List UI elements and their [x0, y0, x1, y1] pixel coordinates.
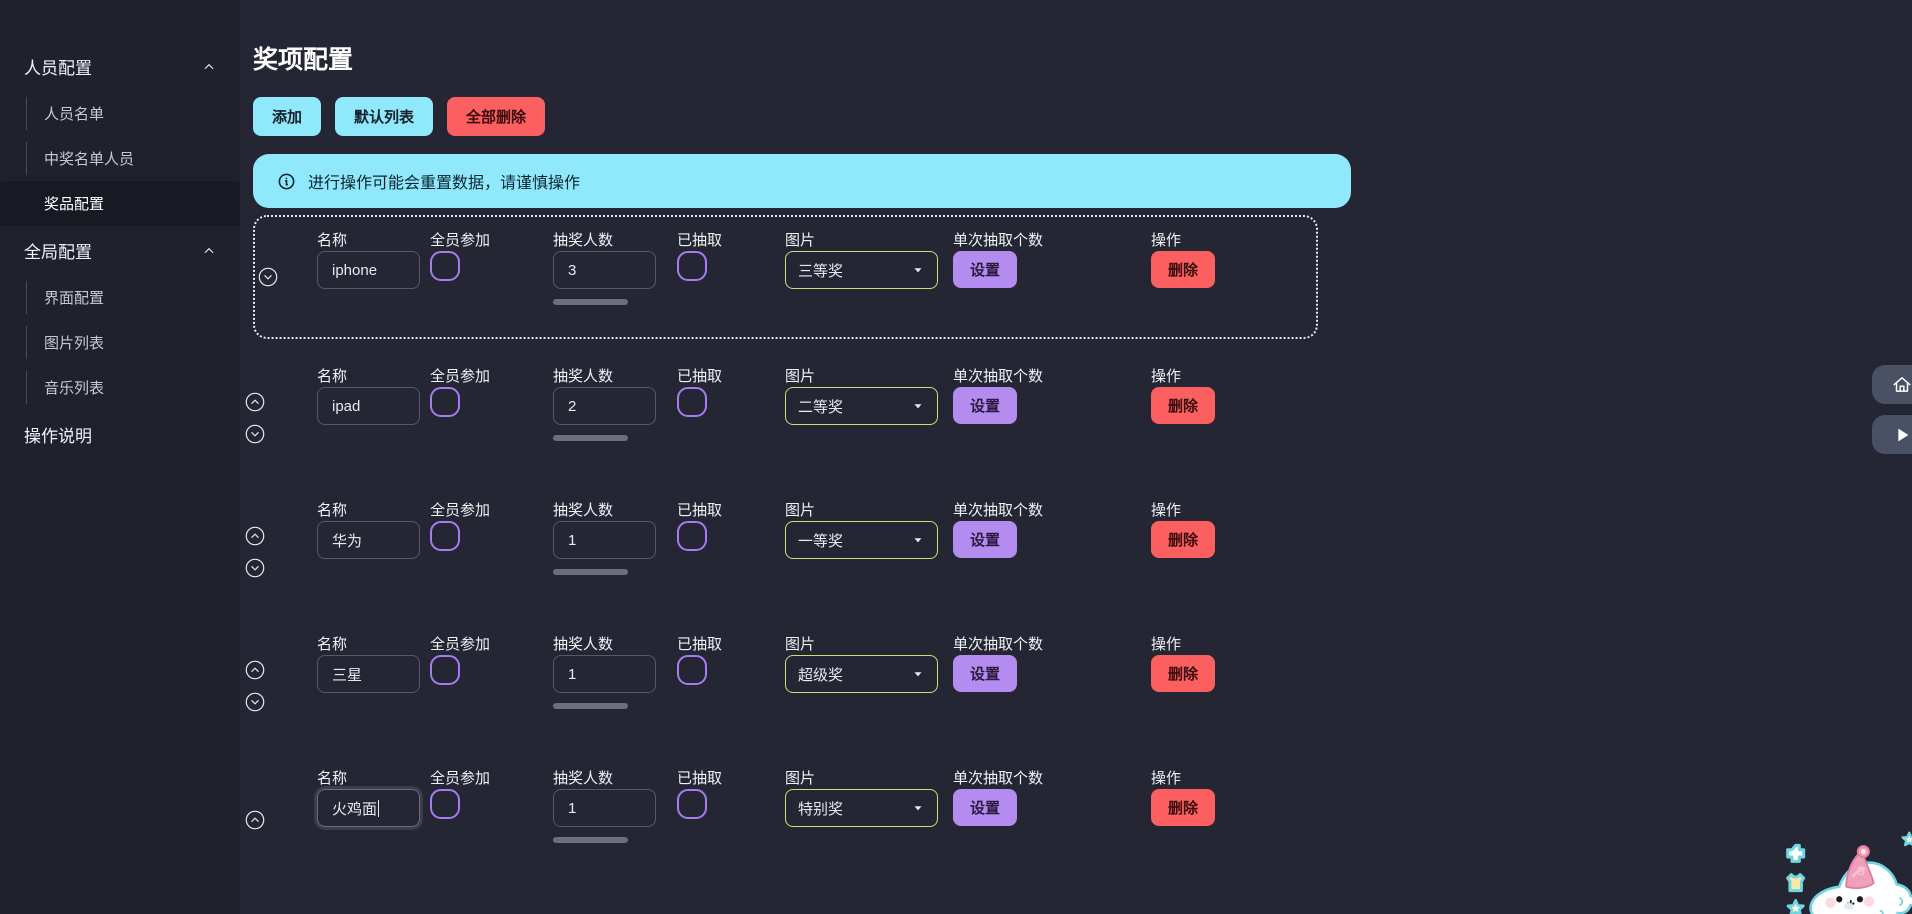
svg-text:S: S	[1857, 864, 1865, 878]
